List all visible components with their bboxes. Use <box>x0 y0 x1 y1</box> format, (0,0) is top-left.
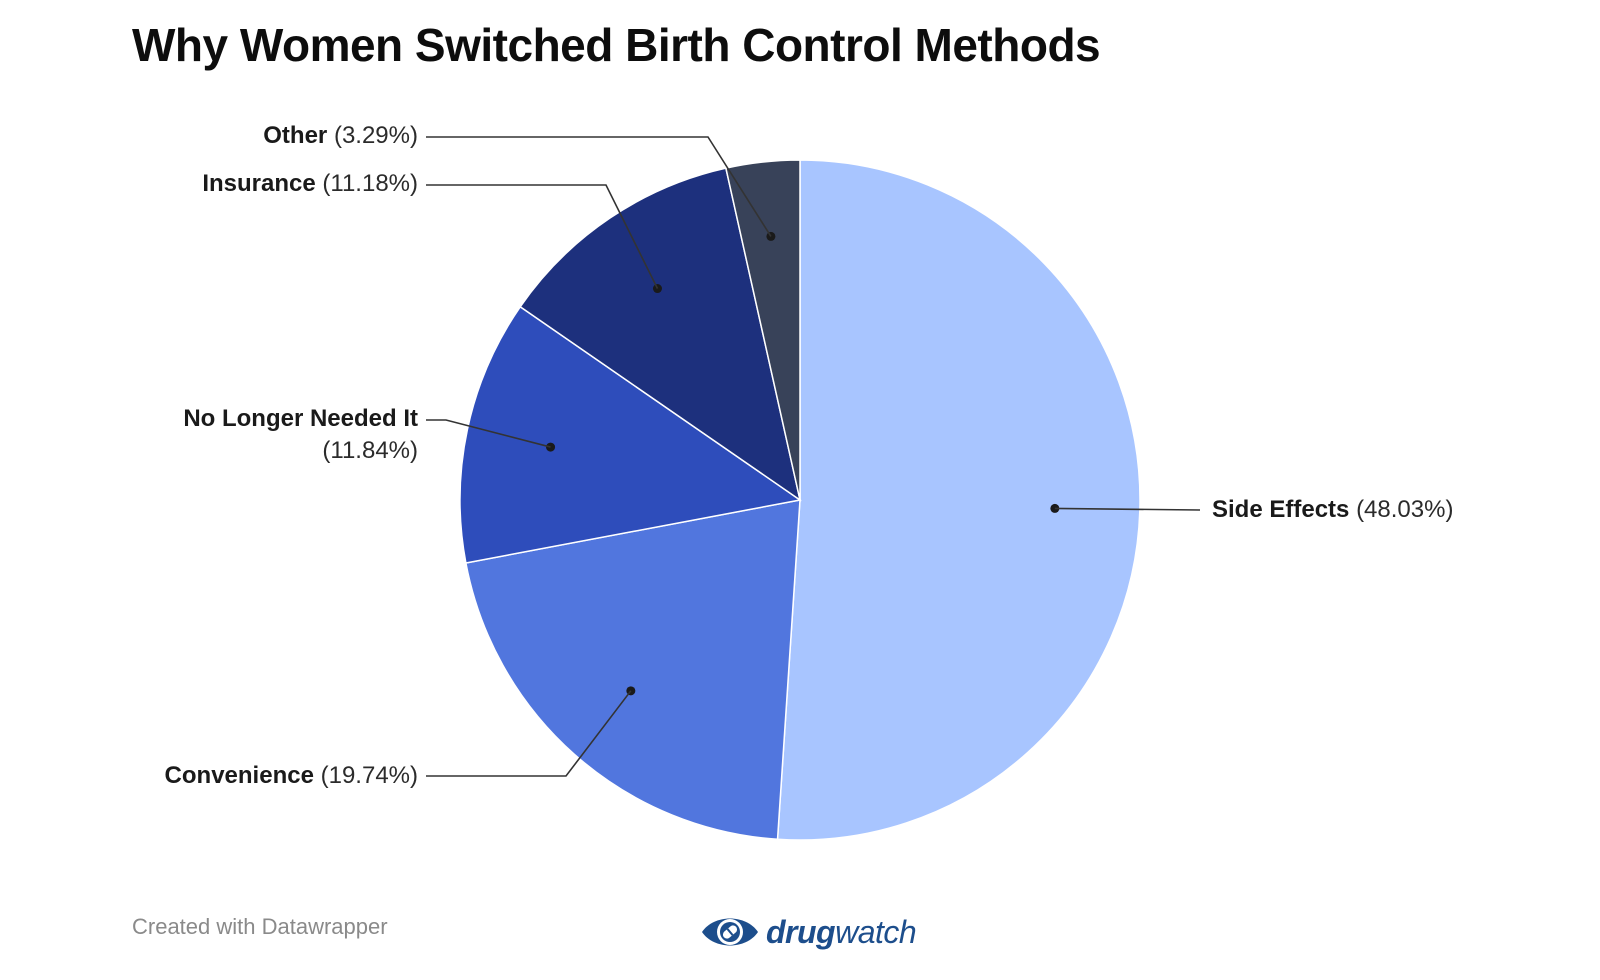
slice-name: No Longer Needed It <box>183 405 418 432</box>
brand-name: drugwatch <box>766 913 917 951</box>
pie-slice-other <box>724 159 801 501</box>
slice-value: (48.03%) <box>1356 496 1454 523</box>
slice-label-no-longer-needed: No Longer Needed It (11.84%) <box>183 403 418 467</box>
pie-slice-side-effects <box>776 159 1141 841</box>
slice-value: (19.74%) <box>320 762 418 789</box>
datawrapper-credit: Created with Datawrapper <box>132 914 388 939</box>
chart-title: Why Women Switched Birth Control Methods <box>132 19 1101 71</box>
slice-name: Convenience <box>164 762 314 789</box>
slice-label-insurance: Insurance (11.18%) <box>202 168 418 200</box>
slice-name: Insurance <box>202 170 316 197</box>
slice-value: (11.18%) <box>322 170 418 197</box>
eye-pill-icon <box>702 918 758 946</box>
pie-slice-no-longer-needed-it <box>459 305 802 564</box>
leader-line <box>426 690 632 777</box>
leader-line <box>1054 507 1201 511</box>
brand-name-light: watch <box>835 913 917 950</box>
slice-value: (3.29%) <box>333 122 418 149</box>
pie-slice-insurance <box>519 167 802 502</box>
slice-name: Side Effects <box>1212 496 1350 523</box>
leader-line <box>426 419 551 448</box>
slice-label-other: Other (3.29%) <box>263 120 418 152</box>
pie-slices <box>459 159 1141 841</box>
leader-lines <box>426 136 1201 777</box>
pie-slice-convenience <box>465 499 801 841</box>
leader-line <box>426 184 659 289</box>
drugwatch-logo: drugwatch <box>700 908 917 956</box>
slice-label-side-effects: Side Effects (48.03%) <box>1212 494 1453 526</box>
slice-value: (11.84%) <box>322 437 418 464</box>
slice-label-convenience: Convenience (19.74%) <box>165 760 418 792</box>
leader-line <box>426 136 772 237</box>
brand-name-bold: drug <box>766 913 836 950</box>
slice-name: Other <box>263 122 328 149</box>
